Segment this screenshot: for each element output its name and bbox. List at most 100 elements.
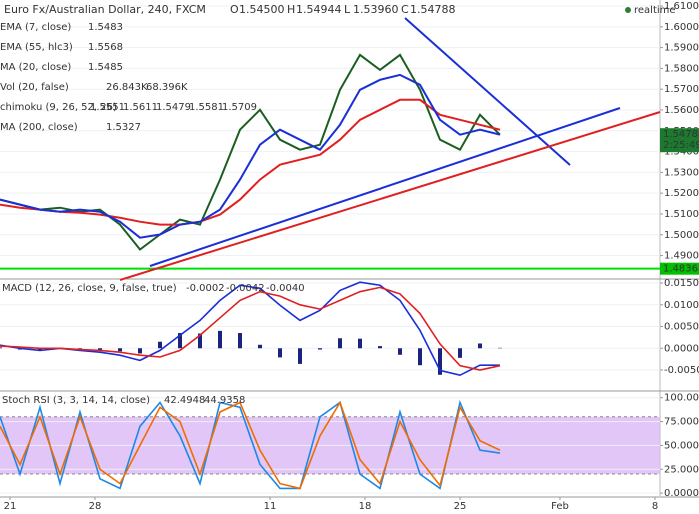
series-line [0,400,501,490]
ohlc-label: O [230,3,239,16]
countdown: 2:25:49 [663,140,699,151]
legend-value: 1.5479 [156,102,191,113]
legend-name: EMA (7, close) [0,22,71,33]
series-line [0,286,501,371]
histogram-bar [278,348,282,358]
legend-value: 1.5327 [106,122,141,133]
y-tick-label: 1.58000 [664,63,699,74]
x-tick-label: 21 [4,501,17,512]
histogram-bar [78,348,82,350]
x-tick-label: 28 [89,501,102,512]
histogram-bar [258,344,262,349]
legend-name: Vol (20, false) [0,82,69,93]
y-tick-label: 1.51000 [664,209,699,220]
pane-title: Stoch RSI (3, 3, 14, 14, close) [2,395,150,406]
chart-title: Euro Fx/Australian Dollar, 240, FXCM [4,3,206,16]
histogram-bar [0,347,2,349]
series-line [0,98,501,226]
last-price-badge [660,128,699,153]
x-tick-label: 25 [454,501,467,512]
x-tick-label: 18 [359,501,372,512]
ohlc-label: C [401,3,409,16]
histogram-bar [378,346,382,349]
histogram-bar [358,338,362,349]
y-tick-label: 1.56000 [664,105,699,116]
last-price: 1.54788 [663,129,699,140]
histogram-bar [138,348,142,354]
x-tick-label: 8 [652,501,658,512]
ohlc-value: 1.54944 [296,3,342,16]
histogram-bar [458,348,462,358]
pane-value: -0.0042 [226,283,265,294]
x-tick-label: Feb [551,501,569,512]
histogram-bar [238,333,242,349]
status-dot [625,7,631,13]
y-tick-label: -0.0050 [664,365,699,376]
legend-name: chimoku (9, 26, 52, 26) [0,102,117,113]
pane-title: MACD (12, 26, close, 9, false, true) [2,283,177,294]
pane-value: 44.9358 [204,395,245,406]
histogram-bar [38,348,42,351]
y-tick-label: 1.59000 [664,43,699,54]
pane-value: -0.0002 [186,283,225,294]
series-line [0,73,501,239]
pane-value: -0.0040 [266,283,305,294]
trend-line [404,17,571,166]
histogram-bar [158,341,162,349]
ohlc-value: 1.53960 [353,3,399,16]
histogram-bar [338,338,342,349]
series-line [0,281,500,377]
histogram-bar [178,333,182,349]
ohlc-value: 1.54788 [410,3,456,16]
legend-name: MA (200, close) [0,122,78,133]
histogram-bar [98,348,102,350]
y-tick-label: 1.50000 [664,230,699,241]
histogram-bar [198,333,202,349]
y-tick-label: 75.0000 [664,417,699,428]
x-tick-label: 11 [264,501,277,512]
legend-value: 1.5483 [88,22,123,33]
y-tick-label: 100.0000 [664,393,699,404]
y-tick-label: 0.0150 [664,278,699,289]
ohlc-value: 1.54500 [239,3,285,16]
histogram-bar [218,330,222,349]
series-line [0,399,501,490]
legend-value: 1.5611 [123,102,158,113]
histogram-bar [318,348,322,350]
histogram-bar [398,348,402,355]
legend-value: 1.5551 [90,102,125,113]
histogram-bar [438,348,442,375]
pane-value: 42.4948 [164,395,205,406]
y-tick-label: 1.49000 [664,251,699,262]
y-tick-label: 0.0050 [664,322,699,333]
y-tick-label: 1.60000 [664,22,699,33]
trend-line [119,111,661,281]
trend-line [149,107,621,267]
y-tick-label: 50.0000 [664,440,699,451]
status: realtime [634,5,676,16]
y-tick-label: 1.61000 [664,1,699,12]
y-tick-label: 1.53000 [664,167,699,178]
y-tick-label: 0.0000 [664,488,699,499]
histogram-bar [478,343,482,349]
legend-value: 26.843K [106,82,148,93]
ohlc-readout: O 1.54500 H 1.54944 L 1.53960 C 1.54788 [230,3,456,16]
price-badge [660,262,699,275]
legend-name: MA (20, close) [0,62,71,73]
legend-value: 68.396K [146,82,188,93]
y-tick-label: 1.52000 [664,188,699,199]
y-tick-label: 25.0000 [664,464,699,475]
price-badge-label: 1.48368 [663,264,699,275]
ohlc-label: H [287,3,295,16]
y-tick-label: 0.0100 [664,300,699,311]
histogram-bar [298,348,302,364]
legend-value: 1.5485 [88,62,123,73]
histogram-bar [118,348,122,352]
legend-value: 1.5709 [222,102,257,113]
y-tick-label: 1.57000 [664,84,699,95]
ohlc-label: L [344,3,351,16]
y-tick-label: 0.0000 [664,343,699,354]
legend-value: 1.5568 [88,42,123,53]
